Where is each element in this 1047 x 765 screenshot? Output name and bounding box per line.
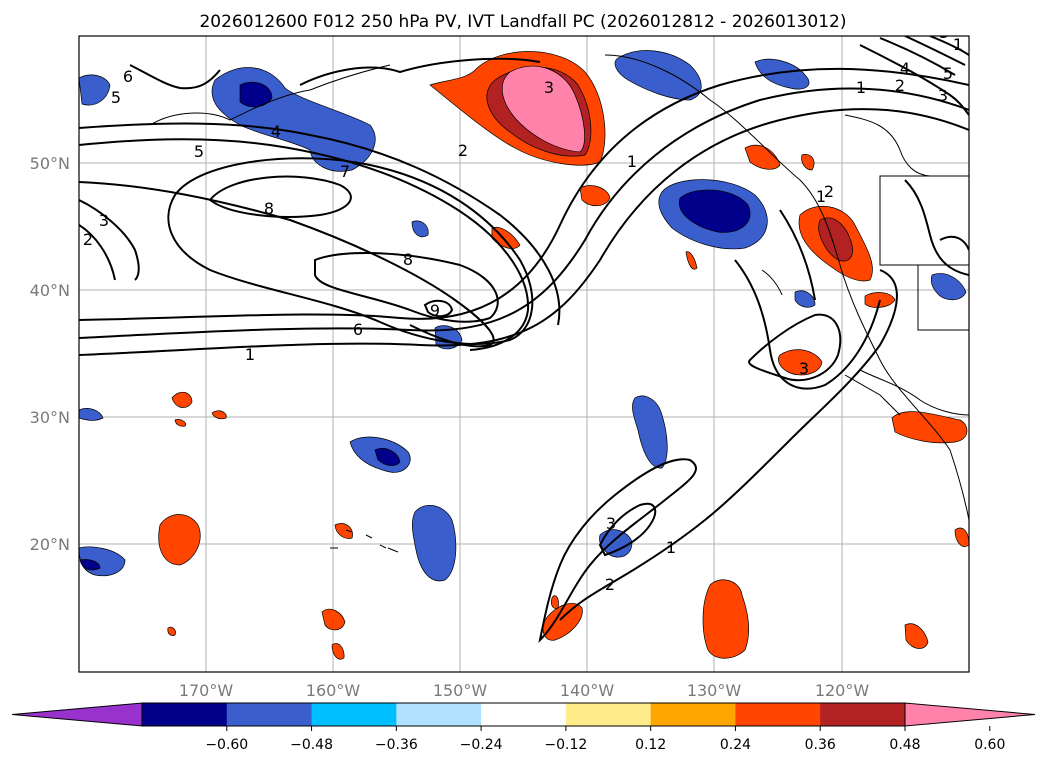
colorbar-segment xyxy=(650,703,737,726)
colorbar-segment xyxy=(226,703,313,726)
contour-label: 2 xyxy=(458,141,468,160)
colorbar-segments xyxy=(11,702,1036,727)
gridlines xyxy=(79,36,969,672)
colorbar-segment xyxy=(142,703,228,726)
lat-label: 20°N xyxy=(30,535,70,554)
contour-label: 6 xyxy=(353,320,363,339)
contour-label: 8 xyxy=(264,199,274,218)
colorbar: −0.60 −0.48 −0.36 −0.24 −0.12 0.12 0.24 0.36 0.4… xyxy=(11,702,1036,753)
contour-label: 3 xyxy=(544,78,554,97)
contour-label: 2 xyxy=(83,230,93,249)
contour-label: 2 xyxy=(824,182,834,201)
contour-label: 1 xyxy=(666,538,676,557)
contour-label: 9 xyxy=(430,301,440,320)
lon-label: 120°W xyxy=(815,681,870,700)
negative-pv-shading xyxy=(79,50,967,582)
colorbar-tick-label: −0.60 xyxy=(205,737,248,753)
contour-label: 6 xyxy=(123,67,133,86)
colorbar-extend-high xyxy=(904,702,1036,727)
contour-label: 3 xyxy=(799,359,809,378)
latitude-labels: 50°N 40°N 30°N 20°N xyxy=(30,154,70,554)
contour-label: 4 xyxy=(271,122,281,141)
colorbar-tick-label: 0.48 xyxy=(889,737,920,753)
contour-label: 3 xyxy=(939,23,949,42)
colorbar-tick-label: −0.12 xyxy=(544,737,587,753)
map-title: 2026012600 F012 250 hPa PV, IVT Landfall… xyxy=(199,12,846,32)
contour-label: 5 xyxy=(111,88,121,107)
colorbar-ticks: −0.60 −0.48 −0.36 −0.24 −0.12 0.12 0.24 0.36 0.4… xyxy=(205,726,1005,753)
longitude-labels: 170°W 160°W 150°W 140°W 130°W 120°W xyxy=(179,681,870,700)
colorbar-segment xyxy=(481,703,567,726)
coastlines xyxy=(149,54,969,553)
colorbar-tick-label: −0.48 xyxy=(290,737,333,753)
contour-label: 1 xyxy=(627,152,637,171)
contour-label: 8 xyxy=(403,250,413,269)
map-frame xyxy=(78,35,970,673)
colorbar-segment xyxy=(565,703,652,726)
contour-label: 3 xyxy=(99,211,109,230)
contour-label: 2 xyxy=(605,575,615,594)
colorbar-segment xyxy=(820,703,906,726)
colorbar-tick-label: −0.36 xyxy=(375,737,418,753)
pv-contours xyxy=(79,36,969,644)
lat-label: 40°N xyxy=(30,281,70,300)
lon-label: 150°W xyxy=(433,681,488,700)
colorbar-tick-label: 0.36 xyxy=(805,737,836,753)
contour-label: 7 xyxy=(340,162,350,181)
colorbar-segment xyxy=(396,703,482,726)
lat-label: 30°N xyxy=(30,408,70,427)
colorbar-frame xyxy=(141,702,906,727)
contour-label: 1 xyxy=(953,35,963,54)
contour-label: 1 xyxy=(816,187,826,206)
colorbar-segment xyxy=(735,703,821,726)
map-area: 6 5 4 5 7 3 2 8 8 9 6 1 3 2 1 3 2 1 1 2 … xyxy=(79,23,969,672)
lon-label: 160°W xyxy=(306,681,361,700)
contour-label: 4 xyxy=(900,59,910,78)
lon-label: 130°W xyxy=(687,681,742,700)
colorbar-tick-label: 0.24 xyxy=(720,737,751,753)
contour-label: 1 xyxy=(856,78,866,97)
colorbar-tick-label: 0.60 xyxy=(974,737,1005,753)
contour-label: 3 xyxy=(938,86,948,105)
contour-label: 5 xyxy=(194,142,204,161)
colorbar-segment xyxy=(311,703,397,726)
contour-label: 1 xyxy=(245,345,255,364)
colorbar-extend-low xyxy=(11,702,143,727)
colorbar-tick-label: −0.24 xyxy=(460,737,503,753)
lon-label: 140°W xyxy=(560,681,615,700)
contour-labels: 6 5 4 5 7 3 2 8 8 9 6 1 3 2 1 3 2 1 1 2 … xyxy=(83,23,963,594)
contour-label: 5 xyxy=(943,64,953,83)
colorbar-tick-label: 0.12 xyxy=(635,737,666,753)
lat-label: 50°N xyxy=(30,154,70,173)
lon-label: 170°W xyxy=(179,681,234,700)
contour-label: 2 xyxy=(895,76,905,95)
contour-label: 3 xyxy=(606,514,616,533)
